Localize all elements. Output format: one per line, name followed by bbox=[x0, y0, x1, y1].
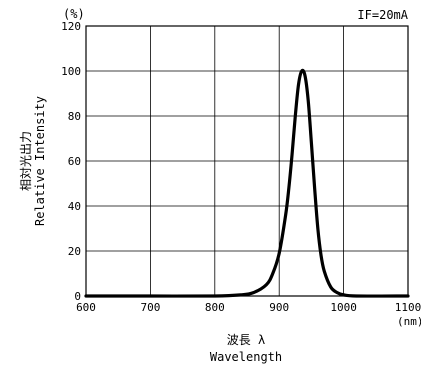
y-unit-label: (%) bbox=[63, 7, 85, 21]
x-tick-label: 900 bbox=[269, 301, 289, 314]
y-tick-labels: 0 20 40 60 80 100 120 bbox=[61, 20, 81, 303]
plot-frame bbox=[85, 25, 409, 297]
y-tick-label: 0 bbox=[74, 290, 81, 303]
y-tick-label: 80 bbox=[68, 110, 81, 123]
y-axis-title-jp: 相対光出力 bbox=[19, 131, 33, 191]
x-tick-label: 800 bbox=[205, 301, 225, 314]
x-tick-label: 600 bbox=[76, 301, 96, 314]
x-axis-title-en: Wavelength bbox=[210, 350, 282, 364]
y-tick-label: 20 bbox=[68, 245, 81, 258]
x-tick-label: 700 bbox=[140, 301, 160, 314]
series-line bbox=[84, 68, 410, 298]
y-tick-label: 60 bbox=[68, 155, 81, 168]
x-tick-labels: 600 700 800 900 1000 1100 bbox=[76, 301, 421, 314]
condition-label: IF=20mA bbox=[357, 8, 408, 22]
y-axis-title-en: Relative Intensity bbox=[33, 96, 47, 226]
x-tick-label: 1000 bbox=[330, 301, 357, 314]
x-tick-label: 1100 bbox=[395, 301, 421, 314]
x-axis-title-jp: 波長 λ bbox=[227, 333, 265, 347]
y-tick-label: 120 bbox=[61, 20, 81, 33]
x-unit-label: (nm) bbox=[397, 315, 421, 328]
grid-lines bbox=[85, 25, 409, 297]
y-tick-label: 40 bbox=[68, 200, 81, 213]
y-tick-label: 100 bbox=[61, 65, 81, 78]
